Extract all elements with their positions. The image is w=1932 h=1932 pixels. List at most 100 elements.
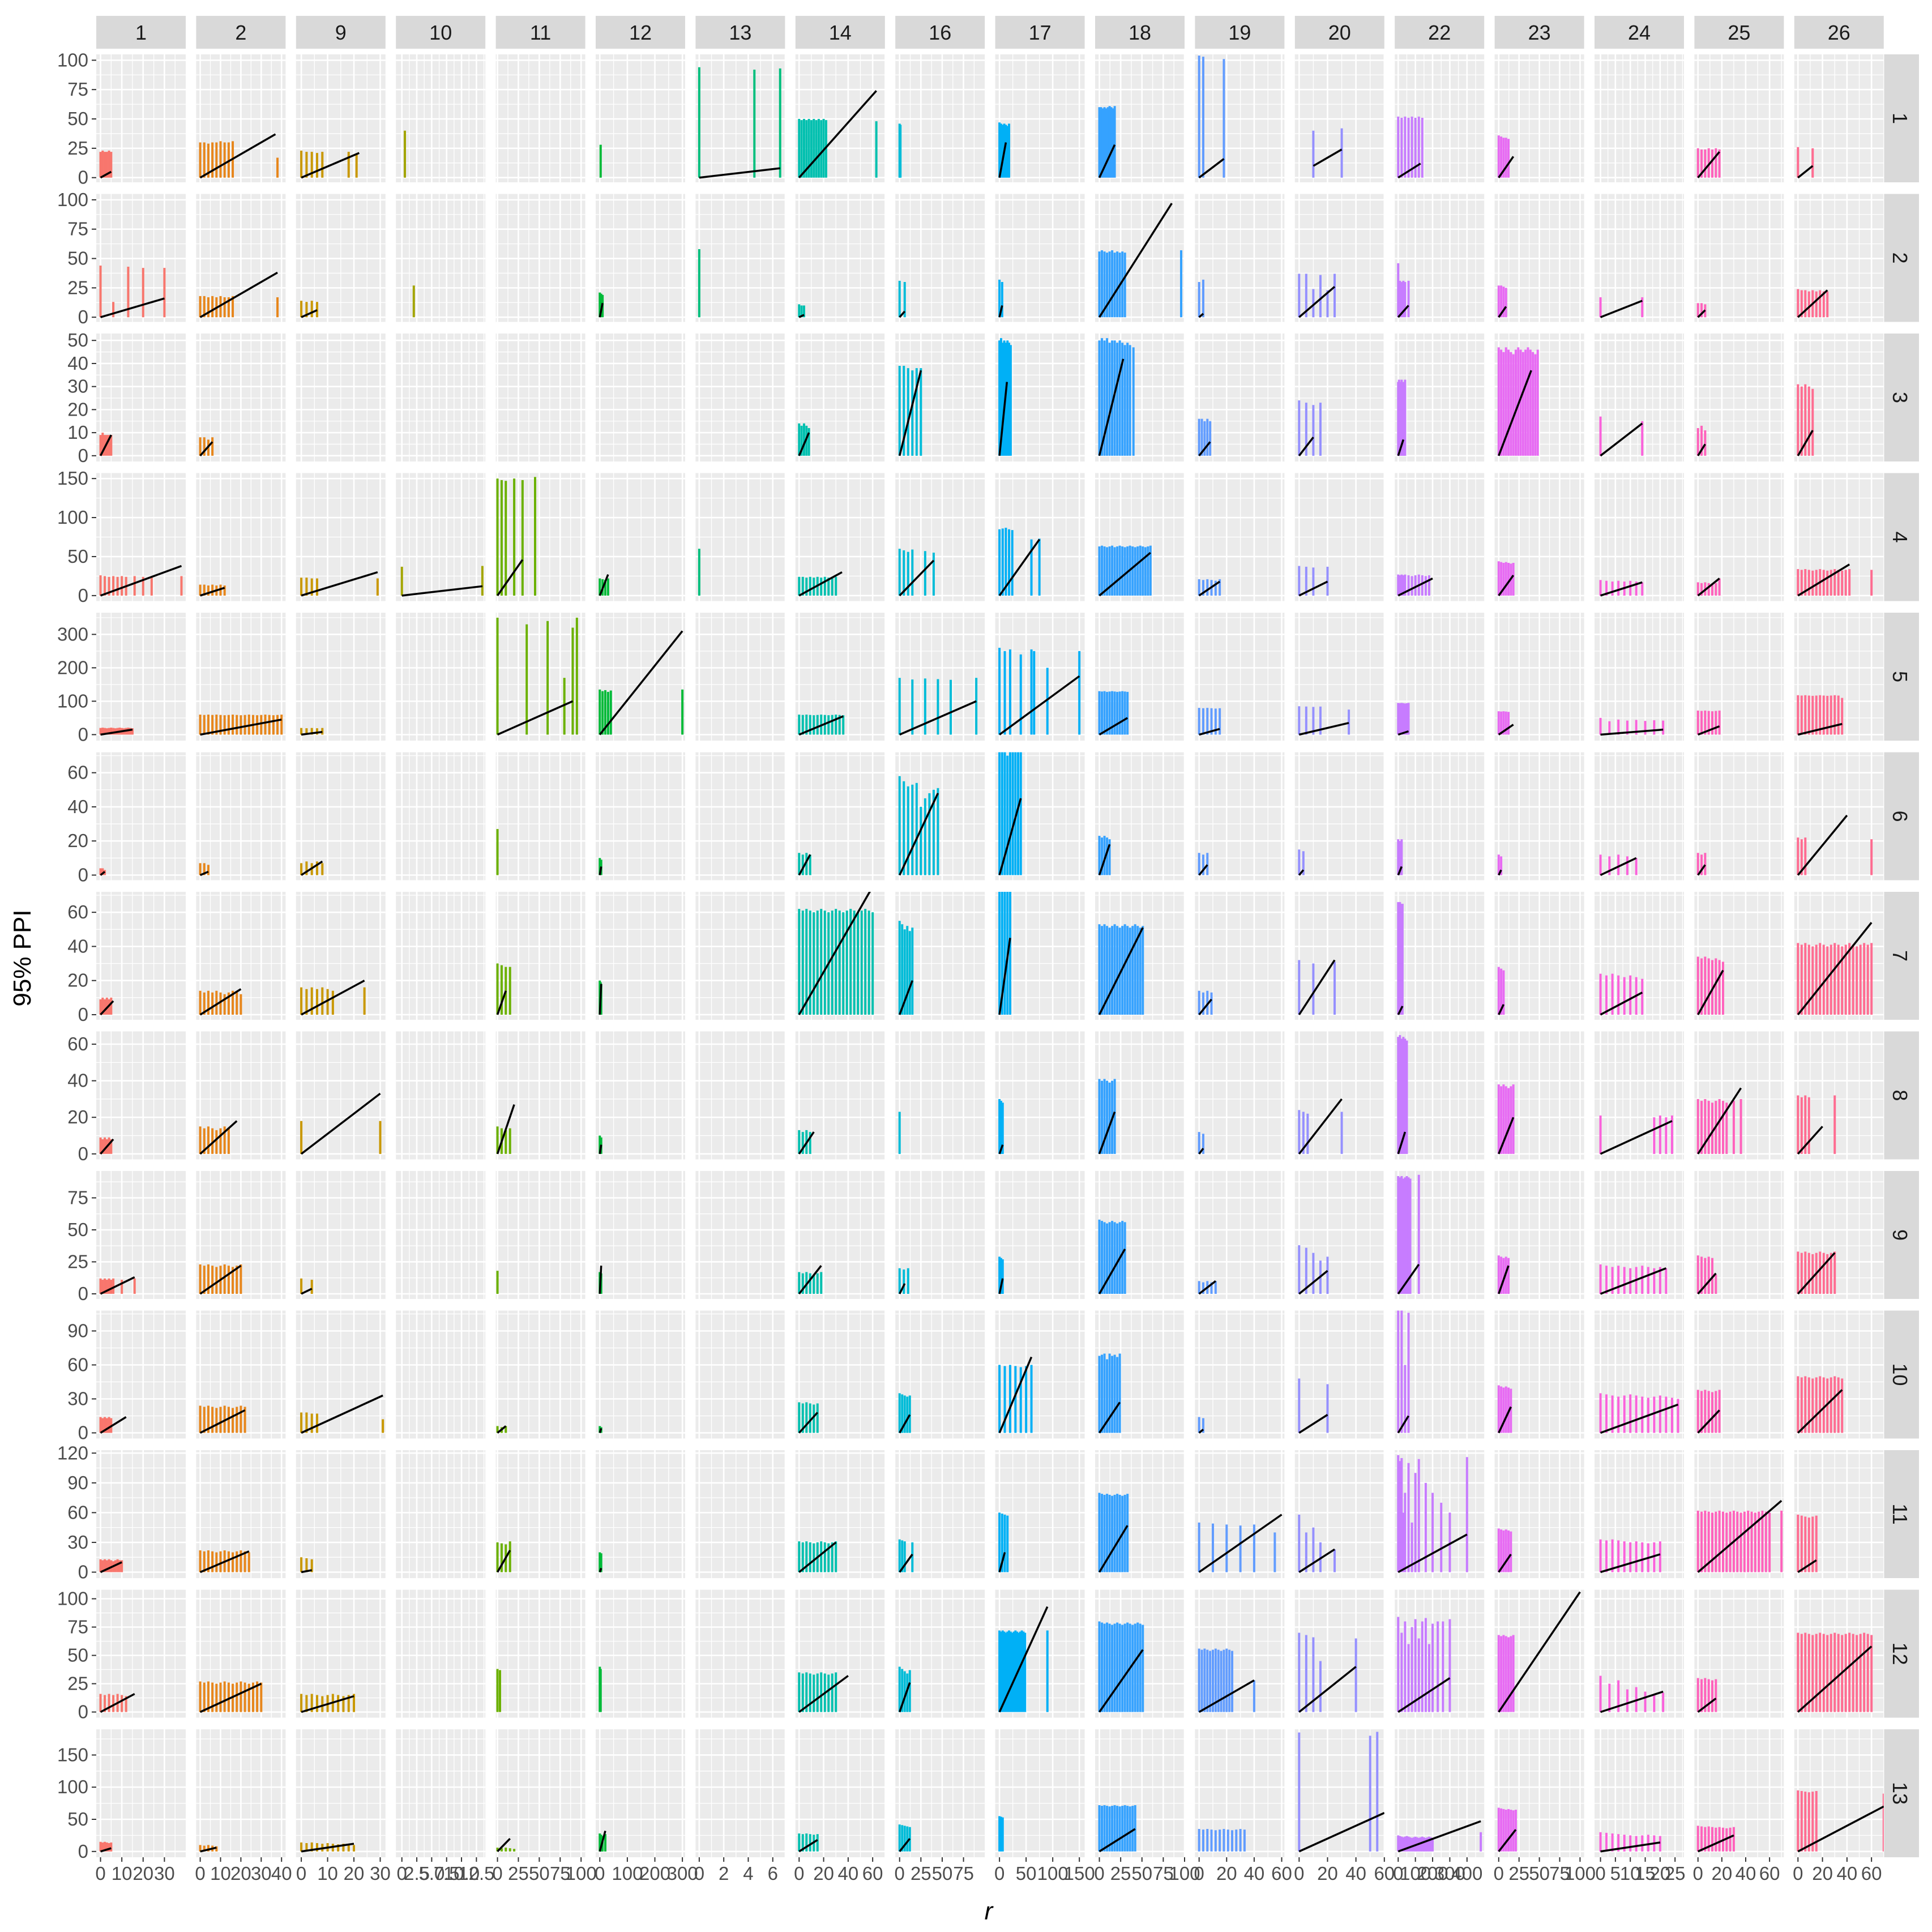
panel-marks	[798, 90, 878, 178]
y-tick-label: 0	[78, 306, 88, 327]
panel	[596, 1729, 685, 1857]
row-strip	[1880, 613, 1919, 741]
fit-line	[1098, 144, 1116, 178]
panel-data	[99, 265, 166, 318]
panel-background	[1595, 1310, 1684, 1439]
panel	[895, 194, 985, 322]
panel-background	[1595, 334, 1684, 461]
panel	[1195, 613, 1285, 741]
x-tick-label: 0	[1393, 1863, 1403, 1884]
x-tick-label: 100	[1565, 1863, 1596, 1884]
column-strip-label: 19	[1228, 21, 1251, 44]
panel-background	[995, 613, 1085, 741]
panel	[1595, 54, 1684, 182]
panel	[695, 194, 786, 322]
panel-background	[1395, 1450, 1485, 1578]
x-tick-label: 0	[1793, 1863, 1803, 1884]
x-tick-label: 25	[508, 1863, 529, 1884]
x-tick-label: 60	[1861, 1863, 1882, 1884]
y-tick-label: 75	[67, 79, 88, 100]
panel-data	[300, 151, 360, 179]
panel-background	[995, 1171, 1085, 1299]
panel-data	[998, 122, 1011, 178]
panel-data	[798, 304, 805, 318]
panel	[495, 1171, 585, 1299]
y-tick-label: 100	[57, 1776, 88, 1797]
panel	[995, 1450, 1085, 1578]
y-tick-label: 50	[67, 248, 88, 269]
x-tick-label: 6	[768, 1863, 778, 1884]
x-tick-label: 0	[195, 1863, 205, 1884]
panel	[396, 1031, 486, 1160]
x-tick-label: 20	[344, 1863, 365, 1884]
y-tick-label: 0	[78, 445, 88, 466]
column-strip	[1395, 16, 1485, 49]
panel	[596, 1310, 685, 1439]
panel	[495, 194, 585, 322]
x-tick-label: 30	[154, 1863, 175, 1884]
panel-background	[396, 1589, 486, 1718]
x-tick-label: 40	[271, 1863, 292, 1884]
y-tick-label: 20	[67, 1106, 88, 1127]
y-tick-label: 150	[57, 468, 88, 489]
panel	[695, 1450, 786, 1578]
row-strip-label: 11	[1888, 1503, 1912, 1524]
y-tick-label: 75	[67, 219, 88, 240]
panel-background	[1595, 892, 1684, 1020]
x-tick-label: 10	[112, 1863, 132, 1884]
fit-line	[1313, 148, 1343, 167]
y-tick-label: 30	[67, 1388, 88, 1409]
x-tick-label: 25	[1110, 1863, 1131, 1884]
x-tick-label: 20	[1812, 1863, 1833, 1884]
y-tick-label: 0	[78, 1561, 88, 1582]
y-tick-label: 0	[78, 1143, 88, 1164]
panel	[795, 1310, 886, 1439]
panel-background	[1294, 613, 1384, 741]
panel	[1595, 194, 1684, 322]
panel	[296, 1450, 386, 1578]
panel	[296, 194, 386, 322]
panel-data	[898, 123, 902, 178]
panel	[1195, 473, 1285, 601]
panel	[1794, 1729, 1884, 1857]
x-tick-label: 20	[132, 1863, 153, 1884]
panel	[1395, 194, 1485, 322]
panel-background	[1395, 892, 1485, 1020]
panel	[396, 752, 486, 880]
panel	[1294, 752, 1386, 880]
panel	[995, 1031, 1085, 1160]
y-tick-label: 0	[78, 1283, 88, 1304]
panel	[396, 1729, 486, 1857]
panel	[596, 892, 685, 1020]
y-tick-label: 300	[57, 623, 88, 644]
column-strip-label: 11	[530, 21, 551, 44]
column-strip	[596, 16, 685, 49]
x-tick-label: 75	[953, 1863, 974, 1884]
panel	[296, 613, 386, 741]
panel-background	[596, 1171, 685, 1299]
panel	[1294, 1589, 1386, 1718]
x-tick-label: 10	[1620, 1863, 1641, 1884]
panel	[895, 54, 985, 182]
panel	[695, 1589, 786, 1718]
panel	[1294, 473, 1386, 601]
panel-data	[1797, 147, 1814, 179]
panel-background	[1294, 1450, 1384, 1578]
panel	[795, 1589, 886, 1718]
panel	[596, 194, 685, 322]
panel	[1595, 1589, 1684, 1718]
panel-data	[898, 280, 906, 318]
panel	[1195, 1171, 1285, 1299]
y-tick-label: 120	[57, 1442, 88, 1463]
panel-background	[396, 1031, 486, 1160]
panel-data	[199, 271, 279, 318]
x-tick-label: 40	[838, 1863, 859, 1884]
row-strip-label: 9	[1888, 1229, 1912, 1241]
y-tick-label: 100	[57, 189, 88, 210]
y-tick-label: 50	[67, 330, 88, 351]
panel-marks	[1312, 128, 1343, 178]
column-strip-label: 26	[1828, 21, 1850, 44]
panel	[196, 752, 286, 880]
y-tick-label: 150	[57, 1744, 88, 1765]
